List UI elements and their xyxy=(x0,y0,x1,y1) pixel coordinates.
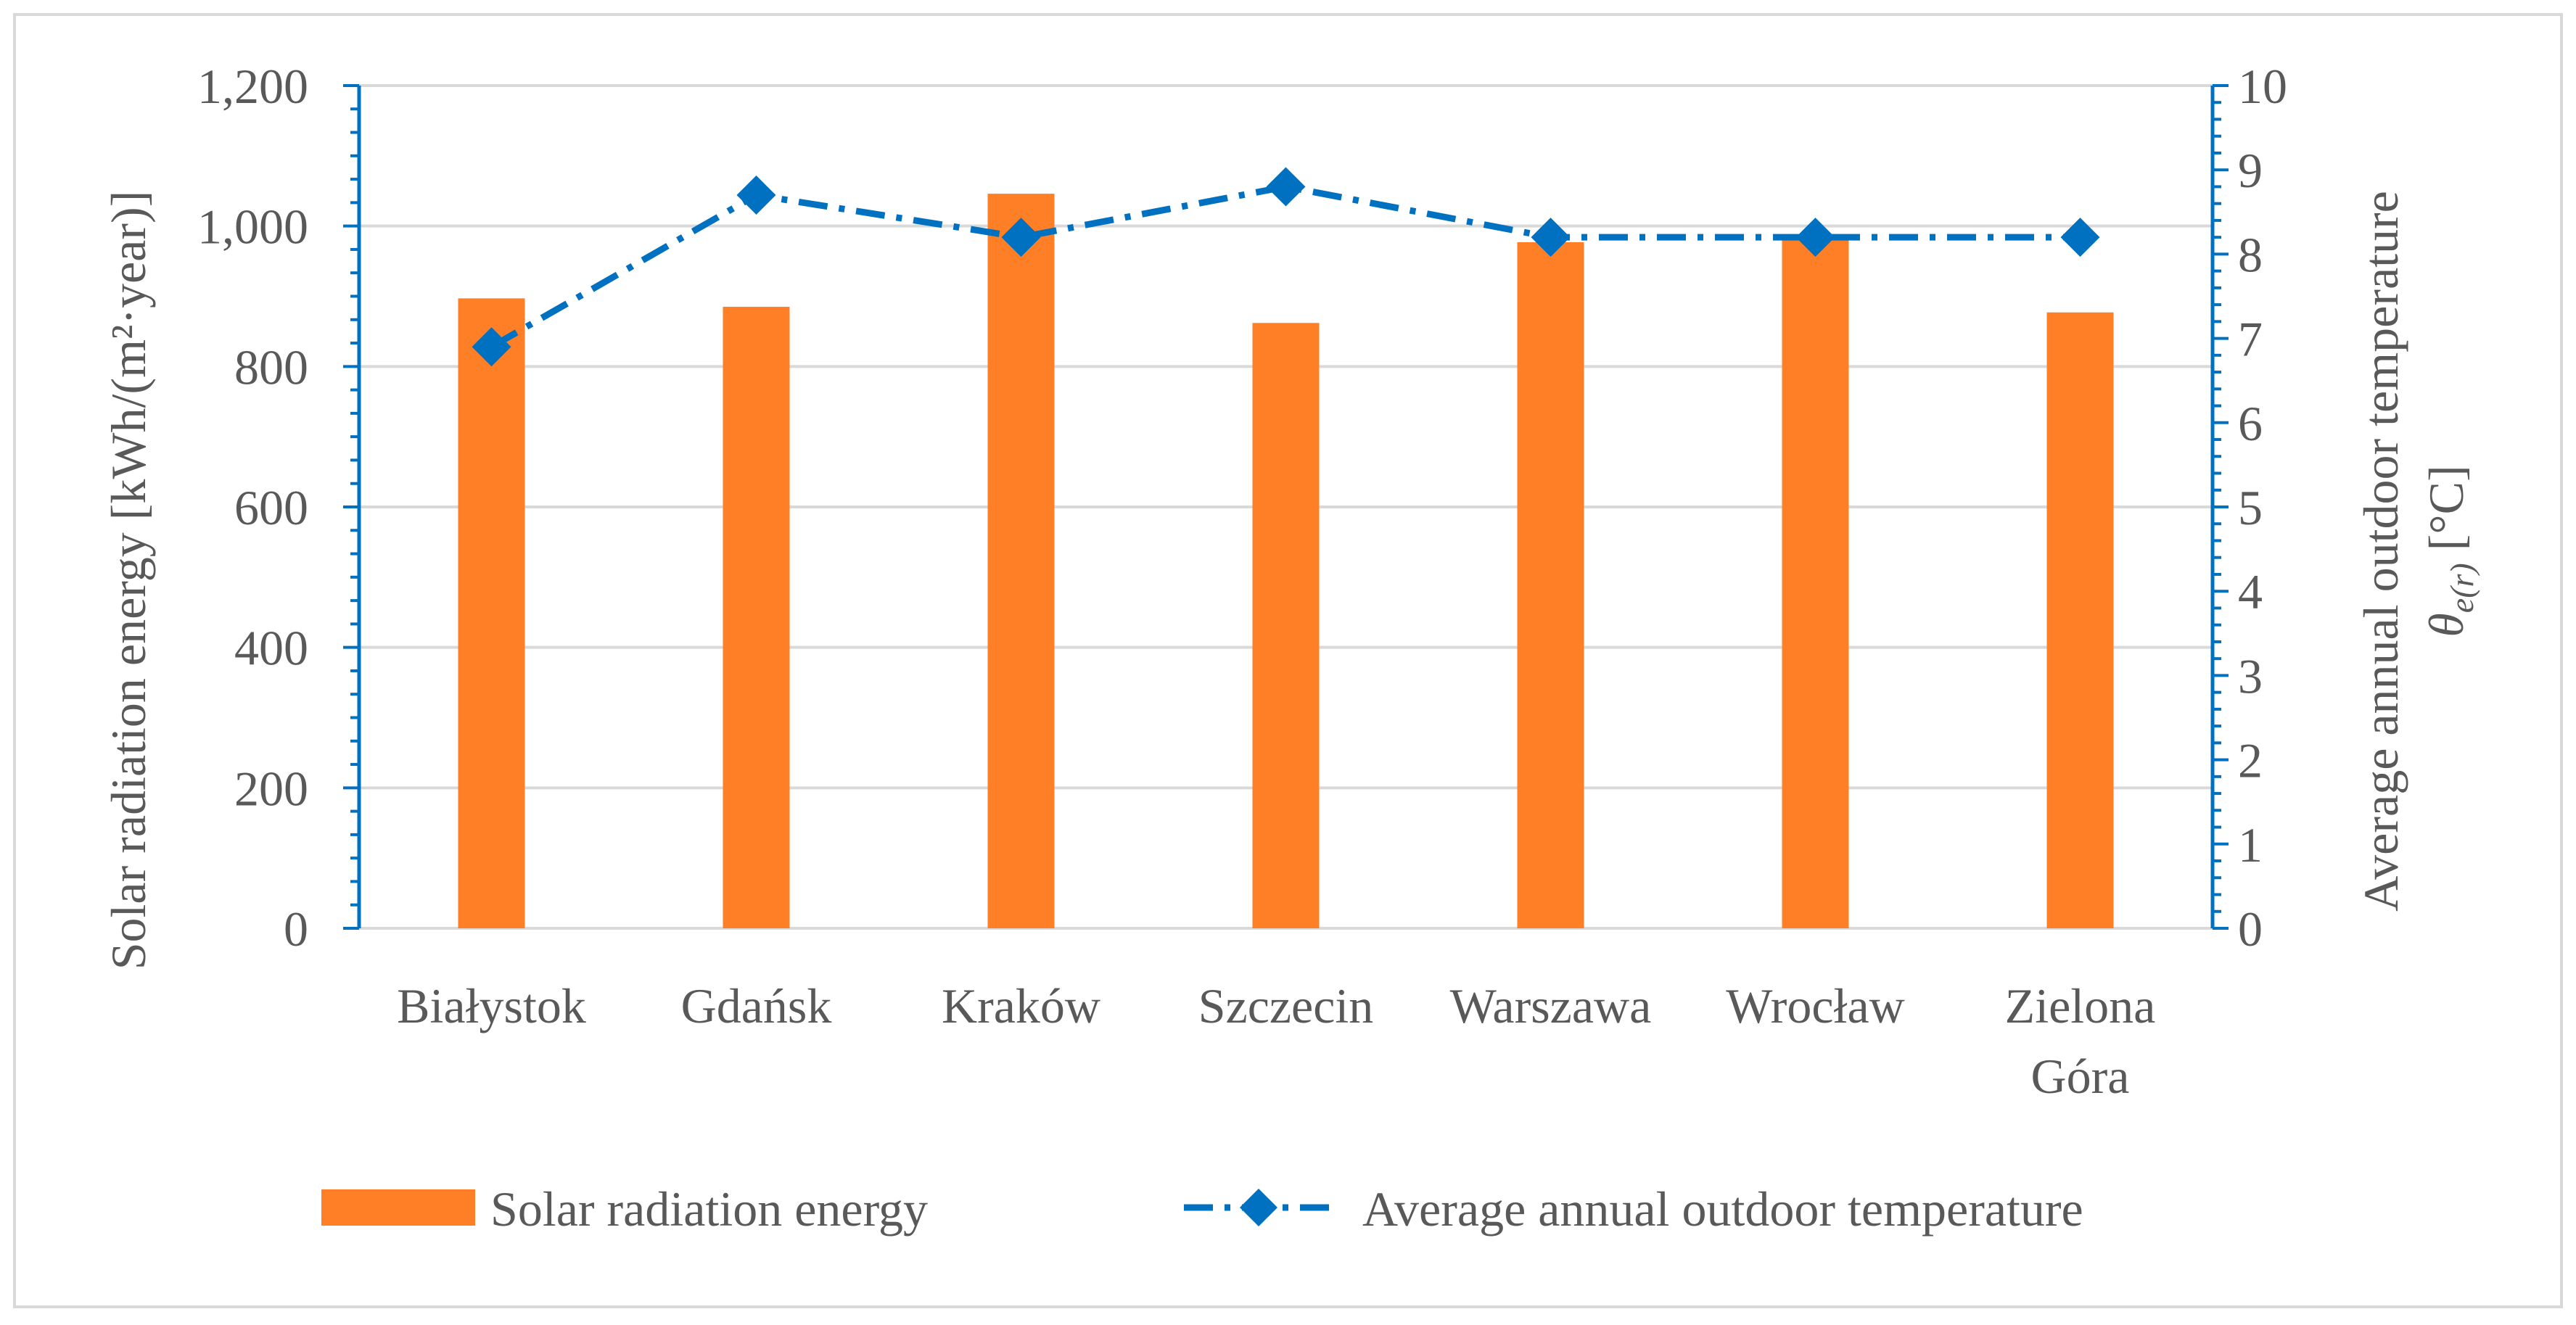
bar xyxy=(458,298,525,928)
category-label-line: Gdańsk xyxy=(681,978,832,1033)
right-tick-label: 2 xyxy=(2238,733,2263,788)
left-tick-label: 400 xyxy=(234,621,308,676)
right-axis-title-line1: Average annual outdoor temperature xyxy=(2353,191,2408,912)
legend-bar-swatch xyxy=(321,1189,475,1226)
legend-bar-label: Solar radiation energy xyxy=(490,1181,928,1237)
category-label: Wrocław xyxy=(1726,978,1904,1033)
left-tick-label: 1,000 xyxy=(197,199,308,255)
bar xyxy=(723,307,790,928)
left-axis-title: Solar radiation energy [kWh/(m²·year)] xyxy=(101,191,156,970)
bar xyxy=(1782,236,1849,928)
temperature-unit: [°C] xyxy=(2419,465,2474,563)
right-tick-label: 9 xyxy=(2238,143,2263,198)
left-tick-label: 600 xyxy=(234,480,308,535)
right-tick-label: 3 xyxy=(2238,648,2263,703)
bar xyxy=(1517,242,1584,928)
bar-series xyxy=(458,194,2114,929)
right-tick-label: 4 xyxy=(2238,564,2263,619)
theta-subscript: e(r) xyxy=(2443,563,2480,613)
right-axis-title: Average annual outdoor temperature θe(r)… xyxy=(2353,191,2480,912)
right-axis-title-line2: θe(r) [°C] xyxy=(2419,465,2480,637)
category-label: Zielona Góra xyxy=(2005,978,2156,1104)
category-label-line: Warszawa xyxy=(1450,978,1652,1033)
category-labels: Białystok Gdańsk Kraków Szczecin Warszawa Wro… xyxy=(397,978,2155,1104)
right-tick-label: 6 xyxy=(2238,396,2263,451)
left-tick-label: 200 xyxy=(234,761,308,816)
left-tick-label: 0 xyxy=(284,901,308,957)
right-tick-label: 0 xyxy=(2238,901,2263,957)
bar xyxy=(987,194,1055,929)
temperature-marker xyxy=(1001,218,1041,257)
category-label: Gdańsk xyxy=(681,978,832,1033)
category-label-line: Zielona xyxy=(2005,978,2156,1033)
left-tick-label: 1,200 xyxy=(197,59,308,114)
temperature-marker xyxy=(1266,167,1306,207)
line-series xyxy=(472,167,2100,367)
temperature-marker xyxy=(472,327,511,367)
category-label-line: Góra xyxy=(2031,1049,2130,1104)
right-tick-label: 7 xyxy=(2238,312,2263,367)
temperature-marker xyxy=(1795,218,1835,257)
theta-symbol: θ xyxy=(2419,613,2474,637)
bar xyxy=(2046,312,2114,928)
right-tick-label: 10 xyxy=(2238,59,2287,114)
right-axis: 0 1 2 3 4 5 6 7 8 9 10 xyxy=(2210,59,2287,957)
legend: Solar radiation energy Average annual ou… xyxy=(321,1181,2083,1237)
gridlines xyxy=(359,84,2213,930)
left-axis: 0 200 400 600 800 1,000 1,200 xyxy=(197,59,361,957)
temperature-marker xyxy=(1531,218,1571,257)
temperature-marker xyxy=(736,176,776,215)
category-label: Warszawa xyxy=(1450,978,1652,1033)
bar xyxy=(1252,323,1320,929)
left-tick-label: 800 xyxy=(234,339,308,395)
legend-diamond-marker xyxy=(1240,1189,1277,1226)
legend-line-label: Average annual outdoor temperature xyxy=(1362,1181,2083,1237)
category-label-line: Kraków xyxy=(942,978,1100,1033)
right-tick-label: 5 xyxy=(2238,480,2263,535)
temperature-marker xyxy=(2060,218,2100,257)
right-tick-label: 1 xyxy=(2238,817,2263,872)
category-label-line: Białystok xyxy=(397,978,586,1033)
category-label-line: Wrocław xyxy=(1726,978,1904,1033)
category-label-line: Szczecin xyxy=(1198,978,1374,1033)
right-tick-label: 8 xyxy=(2238,227,2263,282)
category-label: Białystok xyxy=(397,978,586,1033)
category-label: Kraków xyxy=(942,978,1100,1033)
category-label: Szczecin xyxy=(1198,978,1374,1033)
